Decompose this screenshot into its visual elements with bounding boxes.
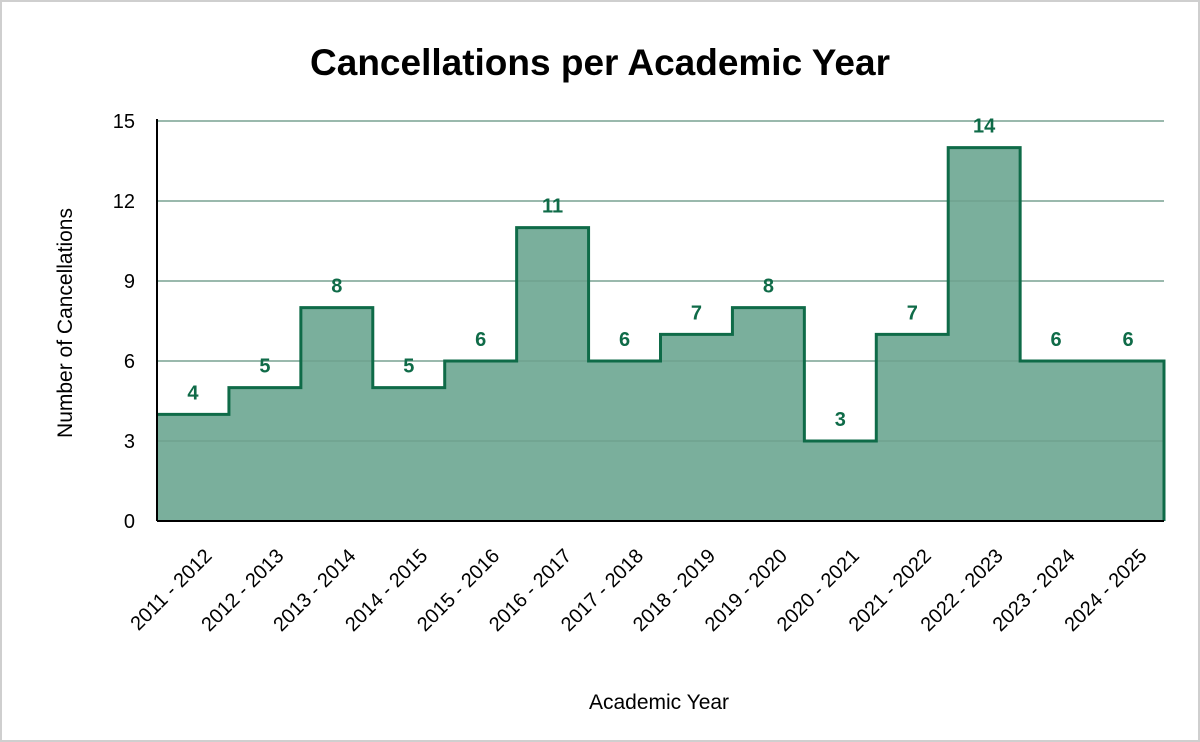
step-line [157,146,1166,521]
y-tick-label: 15 [113,111,135,133]
data-label: 11 [542,196,563,218]
data-label: 7 [907,302,918,324]
data-label: 6 [475,329,486,351]
data-label: 14 [973,116,996,138]
y-axis-title: Number of Cancellations [54,208,77,438]
y-tick-label: 12 [113,191,135,213]
data-label: 5 [259,356,270,378]
chart-title: Cancellations per Academic Year [310,42,890,83]
data-label: 6 [619,329,630,351]
data-label: 3 [835,409,846,431]
y-tick-labels: 0 3 6 9 12 15 [113,111,135,533]
data-label: 6 [1051,329,1062,351]
y-tick-label: 0 [124,511,135,533]
axes [156,119,1164,522]
data-label: 8 [763,276,774,298]
data-label: 5 [403,356,414,378]
data-label: 8 [331,276,342,298]
y-tick-label: 9 [124,271,135,293]
data-label: 7 [691,302,702,324]
y-tick-label: 6 [124,351,135,373]
data-label: 4 [187,382,199,404]
x-axis-title: Academic Year [589,691,729,714]
data-label: 6 [1122,329,1133,351]
y-tick-label: 3 [124,431,135,453]
data-labels: 4 5 8 5 6 11 6 7 8 3 7 14 6 6 [187,116,1133,431]
plot-area [157,120,1166,521]
area-fill [157,147,1164,521]
